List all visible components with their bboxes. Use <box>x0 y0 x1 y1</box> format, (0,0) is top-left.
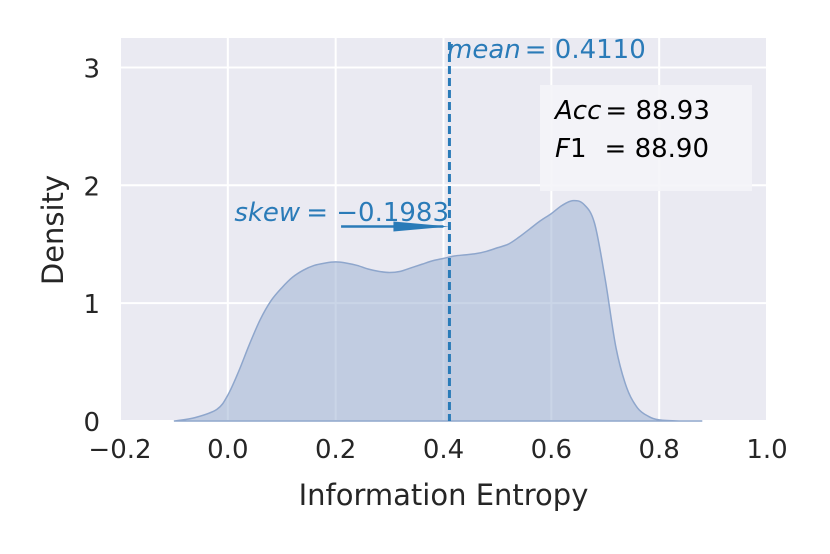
x-tick-label: 0.0 <box>207 435 248 465</box>
skew-value: = −0.1983 <box>306 198 449 228</box>
f1-metric: F1 = 88.90 <box>555 134 709 164</box>
y-tick-label: 2 <box>83 172 100 202</box>
f1-subscript: 1 <box>570 134 587 164</box>
x-tick-label: −0.2 <box>88 435 151 465</box>
y-axis-label: Density <box>36 175 70 285</box>
y-tick-label: 1 <box>83 290 100 320</box>
y-tick-labels: 0 1 2 3 <box>83 54 100 438</box>
f1-value: = 88.90 <box>605 134 709 164</box>
acc-metric: Acc = 88.93 <box>553 96 710 126</box>
x-tick-label: 0.2 <box>315 435 356 465</box>
x-axis-label: Information Entropy <box>299 478 589 512</box>
mean-variable: mean <box>447 35 521 65</box>
mean-annotation: mean = 0.4110 <box>447 35 646 65</box>
f1-variable: F <box>555 134 571 164</box>
skew-arrow <box>341 221 450 232</box>
skew-annotation: skew = −0.1983 <box>234 198 449 228</box>
x-tick-label: 0.4 <box>423 435 464 465</box>
x-tick-label: 1.0 <box>746 435 787 465</box>
y-tick-label: 3 <box>83 54 100 84</box>
metrics-box-background <box>540 85 752 191</box>
skew-variable: skew <box>234 198 301 228</box>
mean-value: = 0.4110 <box>525 35 646 65</box>
y-tick-label: 0 <box>83 408 100 438</box>
density-area <box>173 199 703 422</box>
acc-value: = 88.93 <box>605 96 709 126</box>
x-tick-label: 0.8 <box>638 435 679 465</box>
x-tick-labels: −0.2 0.0 0.2 0.4 0.6 0.8 1.0 <box>88 435 787 465</box>
x-tick-label: 0.6 <box>531 435 572 465</box>
skew-arrow-head <box>393 221 450 232</box>
acc-variable: Acc <box>553 96 601 126</box>
metrics-box: Acc = 88.93 F1 = 88.90 <box>540 85 752 191</box>
